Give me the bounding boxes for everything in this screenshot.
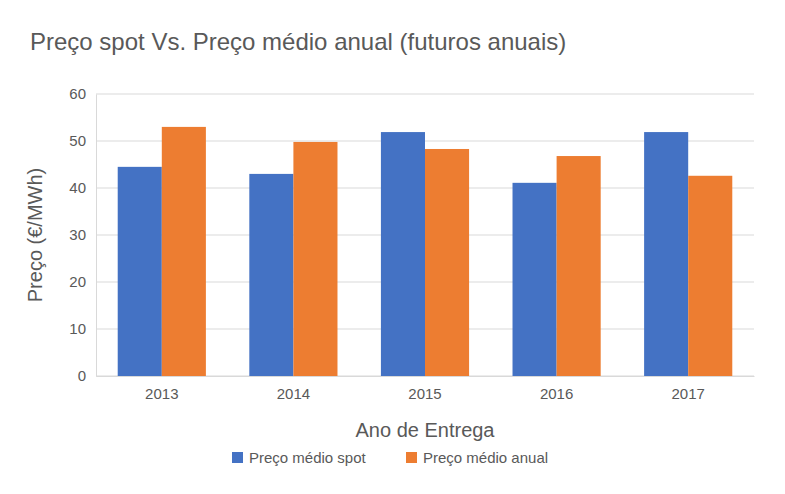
grid-line xyxy=(96,94,754,95)
legend-label: Preço médio anual xyxy=(423,449,548,466)
bar xyxy=(293,142,337,376)
y-axis: 0 10 20 30 40 50 60 xyxy=(69,85,96,384)
bar xyxy=(644,132,688,376)
legend-label: Preço médio spot xyxy=(249,449,367,466)
y-tick: 10 xyxy=(69,320,96,337)
y-tick: 20 xyxy=(69,273,96,290)
y-tick-label: 0 xyxy=(78,367,86,384)
y-tick: 50 xyxy=(69,132,96,149)
y-tick: 60 xyxy=(69,85,96,102)
x-tick: 2017 xyxy=(672,376,705,402)
y-axis-line xyxy=(96,95,97,377)
x-tick-label: 2015 xyxy=(408,385,441,402)
bars xyxy=(118,127,733,376)
legend-item: Preço médio spot xyxy=(232,449,367,466)
chart-svg: 0 10 20 30 40 50 60 2013 2014 2015 2016 2017 Preço s… xyxy=(0,0,785,494)
y-tick-label: 40 xyxy=(69,179,86,196)
y-tick-label: 10 xyxy=(69,320,86,337)
bar-series xyxy=(162,127,732,376)
x-axis-title: Ano de Entrega xyxy=(356,419,496,441)
bar xyxy=(425,149,469,376)
bar xyxy=(557,156,601,376)
y-tick: 40 xyxy=(69,179,96,196)
y-tick: 0 xyxy=(78,367,96,384)
bar xyxy=(381,132,425,376)
y-tick-label: 20 xyxy=(69,273,86,290)
y-tick-label: 60 xyxy=(69,85,86,102)
x-tick-label: 2013 xyxy=(145,385,178,402)
x-tick-label: 2016 xyxy=(540,385,573,402)
bar xyxy=(688,176,732,376)
x-tick: 2016 xyxy=(540,376,573,402)
x-tick: 2014 xyxy=(277,376,310,402)
bar xyxy=(513,183,557,376)
y-tick-label: 30 xyxy=(69,226,86,243)
x-tick-label: 2014 xyxy=(277,385,310,402)
x-axis-line xyxy=(97,376,755,377)
bar xyxy=(249,174,293,376)
x-tick-label: 2017 xyxy=(672,385,705,402)
title: Preço spot Vs. Preço médio anual (futuro… xyxy=(30,28,566,55)
legend-swatch xyxy=(232,452,243,463)
legend-swatch xyxy=(406,452,417,463)
x-tick: 2013 xyxy=(145,376,178,402)
legend: Preço médio spot Preço médio anual xyxy=(232,449,548,466)
y-tick-label: 50 xyxy=(69,132,86,149)
bar xyxy=(118,167,162,376)
x-axis: 2013 2014 2015 2016 2017 xyxy=(97,376,755,402)
bar xyxy=(162,127,206,376)
x-tick: 2015 xyxy=(408,376,441,402)
legend-item: Preço médio anual xyxy=(406,449,548,466)
y-axis-title: Preço (€/MWh) xyxy=(24,168,46,302)
background xyxy=(0,0,785,494)
y-tick: 30 xyxy=(69,226,96,243)
grid xyxy=(96,94,754,376)
